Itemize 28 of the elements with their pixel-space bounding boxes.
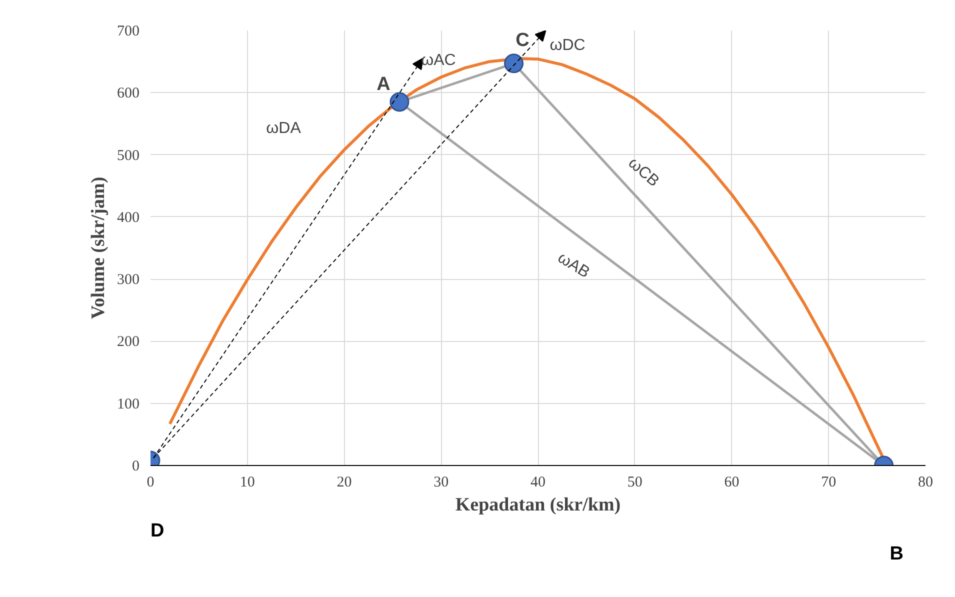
- x-tick-label: 50: [627, 474, 642, 490]
- annotation: A: [376, 74, 391, 95]
- x-tick-label: 30: [434, 474, 449, 490]
- y-tick-label: 300: [117, 272, 140, 288]
- x-tick-label: 20: [336, 474, 352, 490]
- annotation: C: [516, 30, 530, 51]
- x-tick-label: 0: [146, 474, 154, 490]
- annotation: ωCB: [624, 154, 662, 190]
- y-tick-label: 500: [117, 148, 140, 164]
- x-tick-label: 70: [821, 474, 836, 490]
- x-tick-label: 80: [918, 474, 933, 490]
- annotation: ωDA: [266, 120, 302, 137]
- y-tick-label: 600: [117, 86, 140, 102]
- y-tick-label: 100: [117, 396, 140, 412]
- x-tick-label: 10: [240, 474, 255, 490]
- text: D: [150, 520, 164, 542]
- y-tick-label: 400: [117, 210, 140, 226]
- x-tick-label: 60: [724, 474, 740, 490]
- annotation: ωDC: [550, 37, 586, 54]
- y-tick-label: 200: [117, 334, 140, 350]
- x-axis-title: Kepadatan (skr/km): [455, 494, 621, 516]
- annotation: ωAC: [421, 52, 456, 69]
- y-tick-label: 700: [117, 24, 140, 40]
- y-axis-title: Volume (skr/jam): [88, 176, 109, 320]
- annotation: ωAB: [554, 249, 592, 282]
- y-tick-label: 0: [132, 458, 140, 474]
- x-tick-label: 40: [530, 474, 546, 490]
- text: B: [890, 544, 904, 564]
